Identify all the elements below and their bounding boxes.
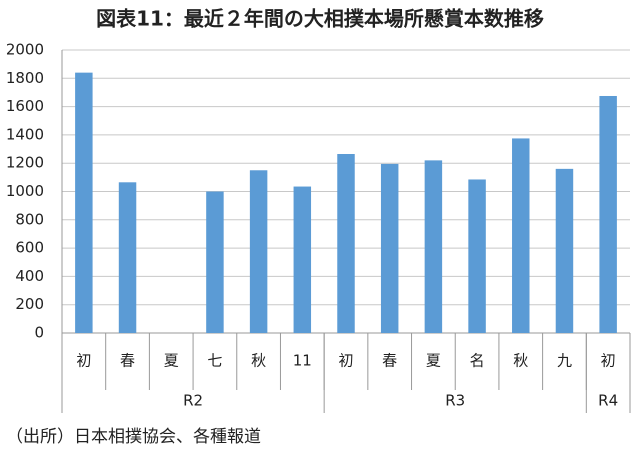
y-tick-label: 0	[34, 324, 44, 342]
x-tick-label: 初	[76, 352, 91, 370]
group-label: R4	[598, 392, 618, 410]
source-note: （出所）日本相撲協会、各種報道	[6, 427, 261, 447]
x-tick-label: 秋	[251, 352, 266, 370]
y-tick-label: 400	[15, 267, 44, 285]
x-tick-label: 七	[207, 352, 222, 370]
y-tick-label: 1600	[6, 97, 44, 115]
bar	[293, 186, 312, 333]
y-tick-label: 800	[15, 210, 44, 228]
y-tick-label: 200	[15, 295, 44, 313]
bar	[75, 72, 93, 333]
bar	[424, 160, 443, 333]
y-tick-label: 1200	[6, 154, 44, 172]
group-label: R2	[183, 392, 203, 410]
x-tick-label: 名	[470, 352, 485, 370]
bar	[249, 170, 268, 333]
x-tick-label: 春	[120, 352, 135, 370]
x-tick-label: 夏	[426, 352, 441, 370]
bar	[380, 163, 399, 333]
bar	[512, 138, 530, 333]
y-tick-label: 600	[15, 239, 44, 257]
y-tick-label: 1400	[6, 125, 44, 143]
x-tick-label: 秋	[513, 352, 528, 370]
x-tick-label: 春	[382, 352, 397, 370]
y-tick-label: 2000	[6, 41, 44, 59]
bar	[599, 95, 617, 333]
bar	[468, 179, 486, 333]
chart-title: 図表11：最近２年間の大相撲本場所懸賞本数推移	[96, 7, 544, 31]
bar	[118, 182, 137, 333]
y-tick-label: 1800	[6, 69, 44, 87]
x-tick-label: 夏	[164, 352, 179, 370]
x-tick-label: 11	[293, 352, 312, 370]
bar	[206, 191, 224, 333]
bar	[555, 168, 574, 333]
y-tick-label: 1000	[6, 182, 44, 200]
group-label: R3	[445, 392, 465, 410]
x-tick-label: 九	[557, 352, 572, 370]
x-tick-label: 初	[338, 352, 353, 370]
x-tick-label: 初	[601, 352, 616, 370]
bar	[337, 154, 355, 333]
